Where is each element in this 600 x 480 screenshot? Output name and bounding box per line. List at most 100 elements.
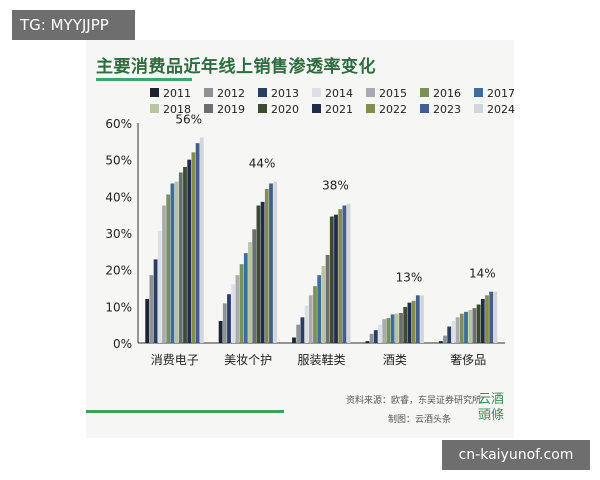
bar [296,324,301,343]
bar [407,302,412,343]
bar [317,275,322,343]
bar [170,183,175,343]
bar [472,308,477,343]
bar [447,326,452,343]
bar [415,295,420,343]
credit-note: 制图：云酒头条 [388,415,452,425]
bar [346,203,351,343]
data-label: 44% [249,157,276,171]
bar [231,284,236,343]
bar [455,317,460,343]
bar [178,172,183,343]
legend-label: 2013 [271,87,299,100]
bar [248,242,252,343]
legend-label: 2024 [487,103,515,116]
bar [235,275,240,343]
legend-label: 2018 [163,103,191,116]
bar [304,305,309,343]
bar [264,189,269,343]
bar [468,310,473,343]
bar [476,304,481,343]
y-tick-label: 20% [105,264,132,278]
data-label: 13% [396,270,423,284]
bar [256,205,261,343]
footer-accent-bar [86,410,284,413]
bar [157,231,162,343]
bar [399,312,403,343]
y-tick-label: 60% [105,117,132,131]
bar [369,333,374,343]
legend-swatch [258,88,267,97]
data-label: 38% [322,179,349,193]
x-tick-label: 美妆个护 [224,353,272,367]
bar [292,337,296,343]
bar [420,295,424,343]
x-tick-label: 奢侈品 [450,353,486,367]
bar [493,291,498,343]
legend-label: 2021 [325,103,353,116]
bar [338,209,343,343]
legend-label: 2020 [271,103,299,116]
bar [162,205,166,343]
bar [464,311,468,343]
bar [342,205,347,343]
bar [378,324,382,343]
bar [145,299,150,343]
bar [269,183,273,343]
bar [239,264,244,343]
bar [218,321,223,343]
bar [195,143,200,343]
chart-title: 主要消费品近年线上销售渗透率变化 [96,57,376,77]
title-accent-bar [96,78,192,81]
domain-tag: cn-kaiyunof.com [442,440,590,470]
bar [313,286,317,343]
legend-label: 2023 [433,103,461,116]
bar [191,152,196,343]
bar [329,216,334,343]
publisher-logo: 云酒 頭條 [478,392,505,423]
bar [325,255,330,343]
bar [222,303,227,343]
x-tick-label: 服装鞋类 [297,352,345,367]
legend-label: 2019 [217,103,245,116]
legend-swatch [312,88,321,97]
x-tick-label: 消费电子 [151,353,199,367]
bar [252,229,257,343]
bar [227,294,231,343]
bar [403,307,408,343]
bar [489,291,494,343]
y-tick-label: 40% [105,190,132,204]
bar [485,295,489,343]
legend-label: 2015 [379,87,407,100]
bar [365,341,370,343]
bar [451,321,456,343]
y-tick-label: 10% [105,300,132,314]
y-tick-label: 50% [105,154,132,168]
legend-swatch [204,104,213,113]
source-note: 资料来源：欧睿，东吴证券研究所 [346,396,482,406]
bar [199,137,204,343]
legend-swatch [150,104,159,113]
data-label: 14% [469,267,496,281]
bar [300,317,305,343]
bar [166,194,171,343]
bar [373,330,378,343]
y-tick-label: 30% [105,227,132,241]
legend-label: 2017 [487,87,515,100]
bar [187,159,192,343]
bar [321,266,326,343]
legend-swatch [474,104,483,113]
x-tick-label: 酒类 [383,353,407,367]
bar [386,318,391,343]
overlay-tag: TG: MYYJJPP [12,10,135,40]
legend-label: 2011 [163,87,191,100]
legend-label: 2022 [379,103,407,116]
bar [480,299,485,343]
bar [260,201,265,343]
legend-label: 2014 [325,87,353,100]
bar [308,295,313,343]
bar [411,300,416,343]
bar [149,275,154,343]
bar [390,314,395,343]
